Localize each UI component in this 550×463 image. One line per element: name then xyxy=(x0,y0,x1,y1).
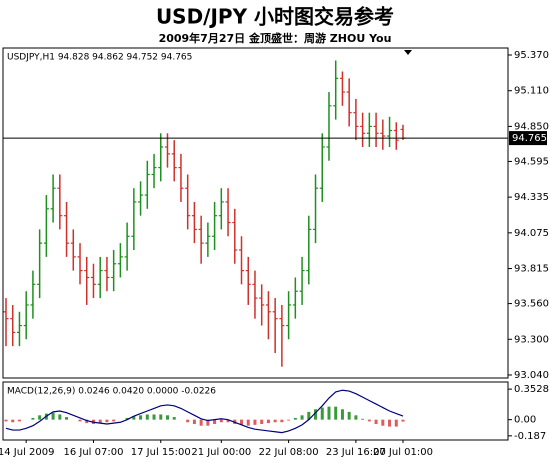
macd-histogram-bar xyxy=(280,419,284,423)
macd-histogram-bar xyxy=(4,419,8,422)
macd-histogram-bar xyxy=(152,414,156,420)
macd-histogram-bar xyxy=(85,419,89,424)
macd-histogram-bar xyxy=(354,415,358,420)
macd-histogram-bar xyxy=(266,419,270,424)
x-tick-label: 22 Jul 08:00 xyxy=(259,447,319,458)
macd-y-tick-label: 0.3528 xyxy=(514,384,549,395)
shift-marker xyxy=(404,50,412,55)
macd-histogram-bar xyxy=(58,414,62,420)
macd-histogram-bar xyxy=(287,419,291,421)
macd-histogram-bar xyxy=(139,415,143,420)
macd-histogram-bar xyxy=(11,419,15,423)
y-tick-label: 94.335 xyxy=(514,192,549,203)
y-tick-label: 93.815 xyxy=(514,264,549,275)
x-tick-label: 23 Jul 16:00 xyxy=(326,447,386,458)
macd-histogram-bar xyxy=(172,417,176,420)
macd-histogram-bar xyxy=(374,419,378,424)
macd-histogram-bar xyxy=(213,419,217,424)
macd-panel xyxy=(2,381,509,441)
macd-histogram-bar xyxy=(51,412,55,420)
macd-histogram-bar xyxy=(132,416,136,420)
x-tick-label: 27 Jul 01:00 xyxy=(373,447,433,458)
macd-histogram-bar xyxy=(334,406,338,420)
chart-subtitle: 2009年7月27日 金顶盛世：周游 ZHOU You xyxy=(159,31,392,45)
y-tick-label: 94.850 xyxy=(514,121,549,132)
macd-histogram-bar xyxy=(112,419,116,422)
macd-y-tick-label: -0.187 xyxy=(514,431,546,442)
macd-histogram-bar xyxy=(17,419,21,422)
macd-histogram-bar xyxy=(206,419,210,426)
x-tick-label: 21 Jul 00:00 xyxy=(191,447,251,458)
macd-label: MACD(12,26,9) 0.0246 0.0420 0.0000 -0.02… xyxy=(7,387,216,397)
chart-title: USD/JPY 小时图交易参考 xyxy=(156,5,394,29)
x-tick-label: 16 Jul 07:00 xyxy=(63,447,123,458)
macd-histogram-bar xyxy=(145,414,149,420)
macd-histogram-bar xyxy=(300,415,304,420)
macd-histogram-bar xyxy=(347,411,351,420)
macd-histogram-bar xyxy=(159,414,163,420)
y-tick-label: 95.370 xyxy=(514,50,549,61)
y-tick-label: 94.595 xyxy=(514,156,549,167)
macd-histogram-bar xyxy=(65,417,69,420)
macd-histogram-bar xyxy=(273,419,277,423)
macd-histogram-bar xyxy=(307,411,311,420)
macd-histogram-bar xyxy=(78,419,82,422)
macd-histogram-bar xyxy=(165,415,169,420)
y-tick-label: 94.075 xyxy=(514,228,549,239)
macd-histogram-bar xyxy=(320,407,324,420)
y-tick-label: 95.110 xyxy=(514,86,549,97)
macd-histogram-bar xyxy=(125,417,129,420)
macd-histogram-bar xyxy=(260,419,264,424)
macd-histogram-bar xyxy=(38,415,42,420)
macd-histogram-bar xyxy=(105,419,109,423)
macd-histogram-bar xyxy=(340,409,344,420)
macd-histogram-bar xyxy=(246,419,250,426)
macd-line xyxy=(5,389,404,434)
macd-histogram-bar xyxy=(361,418,365,420)
macd-histogram-bar xyxy=(253,419,257,425)
macd-histogram-bar xyxy=(219,419,223,423)
macd-histogram-bar xyxy=(401,419,405,422)
macd-histogram-bar xyxy=(186,419,190,423)
y-tick-label: 93.560 xyxy=(514,299,549,310)
macd-histogram-bar xyxy=(199,419,203,426)
macd-histogram-bar xyxy=(367,419,371,422)
macd-histogram-bar xyxy=(226,419,230,423)
price-panel xyxy=(2,47,509,379)
macd-histogram-bar xyxy=(98,419,102,424)
macd-histogram-bar xyxy=(394,419,398,427)
macd-histogram-bar xyxy=(293,417,297,420)
macd-histogram-bar xyxy=(314,409,318,420)
x-tick-label: 14 Jul 2009 xyxy=(0,447,54,458)
macd-histogram-bar xyxy=(327,406,331,420)
y-tick-label: 93.300 xyxy=(514,334,549,345)
macd-y-tick-label: 0.00 xyxy=(514,415,536,426)
macd-histogram-bar xyxy=(192,419,196,424)
x-tick-label: 17 Jul 15:00 xyxy=(131,447,191,458)
macd-histogram-bar xyxy=(388,419,392,427)
macd-histogram-bar xyxy=(31,417,35,420)
y-tick-label: 93.040 xyxy=(514,370,549,381)
current-price-label: 94.765 xyxy=(512,133,547,144)
current-price-box xyxy=(509,131,547,146)
macd-histogram-bar xyxy=(381,419,385,426)
info-label: USDJPY,H1 94.828 94.862 94.752 94.765 xyxy=(7,53,192,63)
macd-histogram-bar xyxy=(240,419,244,425)
